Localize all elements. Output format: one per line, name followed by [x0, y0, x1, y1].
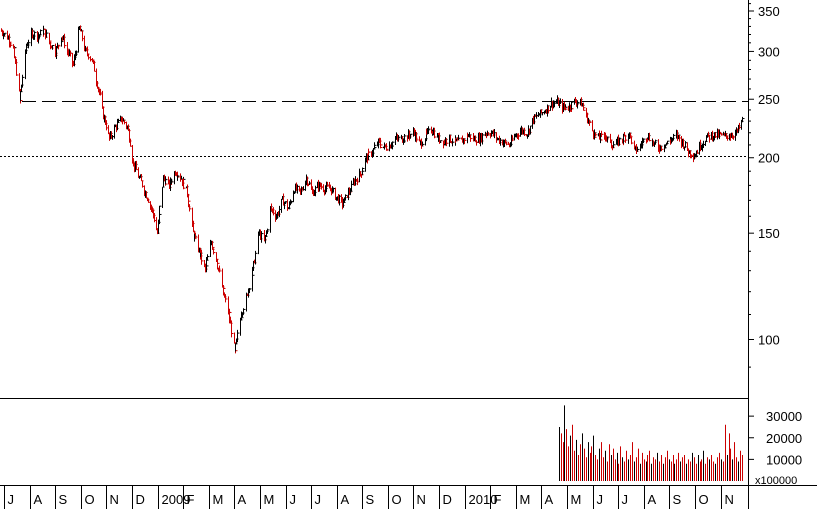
volume-unit-label: x100000: [755, 475, 797, 487]
month-label: J: [8, 492, 15, 507]
month-label: F: [187, 492, 195, 507]
price-tick-label: 150: [758, 226, 780, 241]
month-label: S: [673, 492, 682, 507]
month-label: A: [648, 492, 657, 507]
price-series: [1, 25, 745, 354]
price-tick-label: 100: [758, 332, 780, 347]
month-label: A: [341, 492, 350, 507]
month-label: D: [443, 492, 452, 507]
month-label: D: [136, 492, 145, 507]
month-label: M: [520, 492, 531, 507]
month-label: O: [392, 492, 402, 507]
volume-tick-label: 20000: [766, 431, 802, 446]
month-label: M: [213, 492, 224, 507]
price-tick-label: 250: [758, 92, 780, 107]
month-label: A: [34, 492, 43, 507]
volume-series: [559, 405, 743, 481]
reference-lines: [0, 101, 748, 157]
price-tick-label: 300: [758, 44, 780, 59]
month-label: O: [699, 492, 709, 507]
month-label: J: [622, 492, 629, 507]
month-label: J: [597, 492, 604, 507]
month-label: A: [238, 492, 247, 507]
volume-axis: 10000 20000 30000 x100000: [748, 409, 802, 487]
month-label: J: [315, 492, 322, 507]
volume-tick-label: 10000: [766, 452, 802, 467]
month-label: N: [110, 492, 119, 507]
month-label: N: [725, 492, 734, 507]
price-tick-label: 200: [758, 151, 780, 166]
price-axis: 100 150 200 250 300 350: [748, 3, 780, 368]
volume-tick-label: 30000: [766, 409, 802, 424]
month-label: M: [571, 492, 582, 507]
month-label: S: [366, 492, 375, 507]
month-label: A: [545, 492, 554, 507]
month-label: N: [417, 492, 426, 507]
month-label: S: [59, 492, 68, 507]
month-label: J: [290, 492, 297, 507]
month-label: M: [264, 492, 275, 507]
price-tick-label: 350: [758, 4, 780, 19]
month-label: F: [494, 492, 502, 507]
month-label: O: [85, 492, 95, 507]
